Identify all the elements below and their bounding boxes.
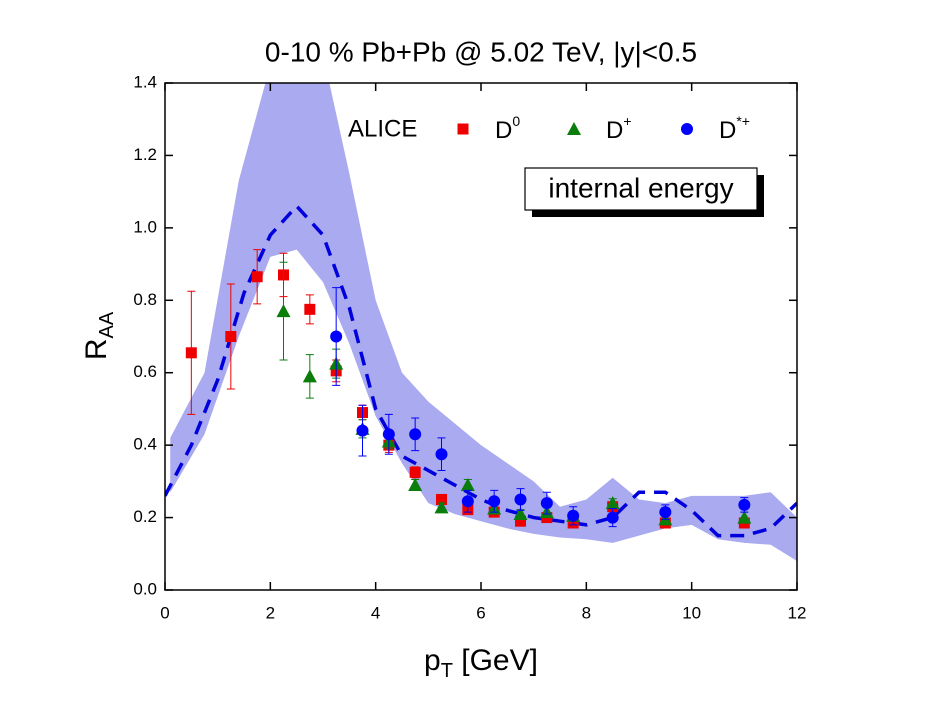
legend-name-sup: +: [623, 113, 631, 129]
y-tick-label: 1.0: [133, 217, 157, 236]
marker-square: [436, 493, 447, 505]
marker-square: [304, 303, 316, 315]
marker-circle: [681, 123, 693, 135]
marker-circle: [540, 497, 553, 510]
x-label-sub: T: [441, 660, 453, 682]
x-label-rest: [GeV]: [453, 644, 538, 677]
marker-square: [515, 515, 526, 527]
marker-square: [185, 347, 197, 359]
marker-triangle: [737, 510, 752, 524]
y-tick-label: 0.8: [133, 290, 157, 309]
y-label-sub: AA: [96, 311, 118, 338]
legend-label: D+: [606, 113, 632, 145]
x-tick-label: 12: [788, 603, 807, 622]
legend-label: D*+: [719, 113, 750, 145]
marker-circle: [461, 495, 474, 508]
x-tick-label: 0: [160, 603, 169, 622]
x-tick-label: 10: [682, 603, 701, 622]
marker-square: [225, 331, 237, 342]
legend-name: D: [719, 117, 736, 144]
x-axis-label: pT [GeV]: [424, 644, 538, 682]
legend-name: D: [606, 117, 623, 144]
marker-circle: [659, 506, 672, 519]
marker-triangle: [567, 122, 581, 135]
annotation-box: [524, 167, 758, 211]
legend-name: D: [495, 117, 512, 144]
marker-triangle: [605, 496, 620, 510]
marker-square: [409, 466, 421, 478]
marker-triangle: [408, 477, 423, 491]
y-label-main: R: [80, 339, 113, 361]
marker-square: [457, 123, 469, 135]
marker-circle: [409, 428, 422, 441]
marker-circle: [382, 428, 395, 441]
x-tick-label: 2: [266, 603, 275, 622]
y-axis-label: RAA: [80, 311, 118, 360]
marker-circle: [514, 493, 527, 506]
marker-triangle: [434, 500, 449, 514]
y-tick-label: 0.4: [133, 435, 157, 454]
marker-square: [251, 271, 263, 283]
legend-label: D0: [495, 113, 520, 145]
annotation: internal energy: [548, 172, 733, 203]
y-tick-label: 0.2: [133, 507, 157, 526]
x-tick-label: 6: [476, 603, 485, 622]
y-tick-label: 1.2: [133, 145, 157, 164]
marker-circle: [488, 495, 501, 508]
marker-triangle: [460, 477, 475, 491]
chart-title: 0-10 % Pb+Pb @ 5.02 TeV, |y|<0.5: [265, 36, 697, 67]
marker-triangle: [276, 304, 291, 318]
plot-area: [165, 83, 797, 562]
model-band: [170, 83, 797, 562]
x-label-main: p: [424, 644, 441, 677]
marker-triangle: [302, 369, 317, 383]
legend-title: ALICE: [348, 115, 417, 142]
y-tick-label: 1.4: [133, 72, 157, 91]
y-tick-label: 0.6: [133, 362, 157, 381]
marker-circle: [330, 330, 343, 343]
model-curve: [165, 203, 797, 538]
legend-name-sup: 0: [512, 113, 520, 129]
y-tick-label: 0.0: [133, 579, 157, 598]
marker-circle: [606, 511, 619, 524]
legend-name-sup: *+: [736, 113, 750, 129]
marker-circle: [435, 448, 448, 461]
marker-circle: [738, 498, 751, 511]
x-tick-label: 8: [582, 603, 591, 622]
marker-circle: [567, 509, 580, 522]
x-tick-label: 4: [371, 603, 380, 622]
marker-triangle: [513, 506, 528, 520]
marker-circle: [356, 424, 369, 437]
